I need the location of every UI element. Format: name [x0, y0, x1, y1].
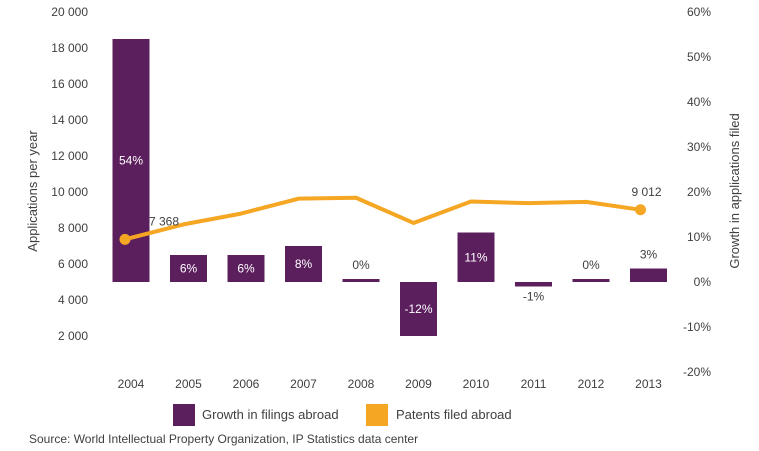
- line-series: 7 368 9 012: [119, 185, 662, 245]
- left-tick-label: 10 000: [51, 185, 88, 199]
- left-tick-label: 12 000: [51, 149, 88, 163]
- bar-value-label: 3%: [640, 248, 658, 262]
- bar-value-label: 0%: [352, 258, 370, 272]
- left-tick-label: 16 000: [51, 77, 88, 91]
- left-tick-label: 8 000: [58, 221, 88, 235]
- bar-value-label: 6%: [237, 262, 255, 276]
- right-tick-label: 40%: [687, 95, 711, 109]
- x-tick-label: 2004: [118, 377, 145, 391]
- bar: [572, 279, 610, 282]
- bar: [285, 246, 322, 282]
- x-tick-label: 2009: [405, 377, 432, 391]
- right-axis-title: Growth in applications filed: [727, 113, 742, 268]
- line-point-marker: [119, 233, 131, 245]
- legend-label-bars: Growth in filings abroad: [202, 407, 339, 422]
- bar: [227, 255, 265, 282]
- right-tick-label: 20%: [687, 185, 711, 199]
- x-tick-label: 2010: [463, 377, 490, 391]
- bar: [400, 282, 437, 336]
- legend-label-line: Patents filed abroad: [396, 407, 512, 422]
- left-tick-label: 4 000: [58, 293, 88, 307]
- bar-value-label: -12%: [404, 302, 432, 316]
- line-point-label: 7 368: [149, 214, 179, 228]
- right-tick-label: -20%: [683, 365, 711, 379]
- right-axis-ticks: -20% -10% 0% 10% 20% 30% 40% 50% 60%: [683, 5, 711, 379]
- bar-value-label: 6%: [180, 262, 198, 276]
- x-tick-label: 2008: [348, 377, 375, 391]
- x-tick-label: 2005: [175, 377, 202, 391]
- right-tick-label: 50%: [687, 50, 711, 64]
- bar: [170, 255, 207, 282]
- bar: [630, 268, 667, 282]
- bar-value-label: -1%: [523, 290, 545, 304]
- left-axis-ticks: 2 000 4 000 6 000 8 000 10 000 12 000 14 000 16…: [51, 5, 88, 343]
- bar: [112, 39, 150, 282]
- left-tick-label: 14 000: [51, 113, 88, 127]
- x-tick-label: 2011: [521, 377, 547, 391]
- right-tick-label: 60%: [687, 5, 711, 19]
- right-tick-label: 30%: [687, 140, 711, 154]
- x-axis-ticks: 2004 2005 2006 2007 2008 2009 2010 2011 2012 2013: [118, 377, 663, 391]
- right-tick-label: 0%: [694, 275, 712, 289]
- right-tick-label: -10%: [683, 320, 711, 334]
- line-point-marker: [635, 204, 646, 216]
- bar: [515, 282, 552, 287]
- left-tick-label: 6 000: [58, 257, 88, 271]
- legend: Growth in filings abroad Patents filed a…: [173, 404, 512, 426]
- x-tick-label: 2013: [635, 377, 662, 391]
- bar: [342, 279, 380, 282]
- x-tick-label: 2012: [578, 377, 605, 391]
- legend-swatch-bars: [173, 404, 195, 426]
- x-tick-label: 2006: [233, 377, 260, 391]
- right-tick-label: 10%: [687, 230, 711, 244]
- left-tick-label: 18 000: [51, 41, 88, 55]
- patents-line: [124, 195, 641, 242]
- bar-value-label: 54%: [119, 154, 143, 168]
- legend-swatch-line: [366, 404, 388, 426]
- source-note: Source: World Intellectual Property Orga…: [29, 432, 418, 446]
- line-point-label: 9 012: [631, 185, 661, 199]
- left-tick-label: 2 000: [58, 329, 88, 343]
- bar-value-label: 0%: [582, 258, 600, 272]
- bar-value-label: 8%: [295, 257, 313, 271]
- x-tick-label: 2007: [290, 377, 317, 391]
- bar: [457, 232, 495, 282]
- left-tick-label: 20 000: [51, 5, 88, 19]
- left-axis-title: Applications per year: [25, 130, 40, 252]
- bar-value-label: 11%: [464, 250, 487, 264]
- bar-series: 54% 6% 6% 8% 0% -12% 11% -1% 0% 3%: [112, 39, 667, 336]
